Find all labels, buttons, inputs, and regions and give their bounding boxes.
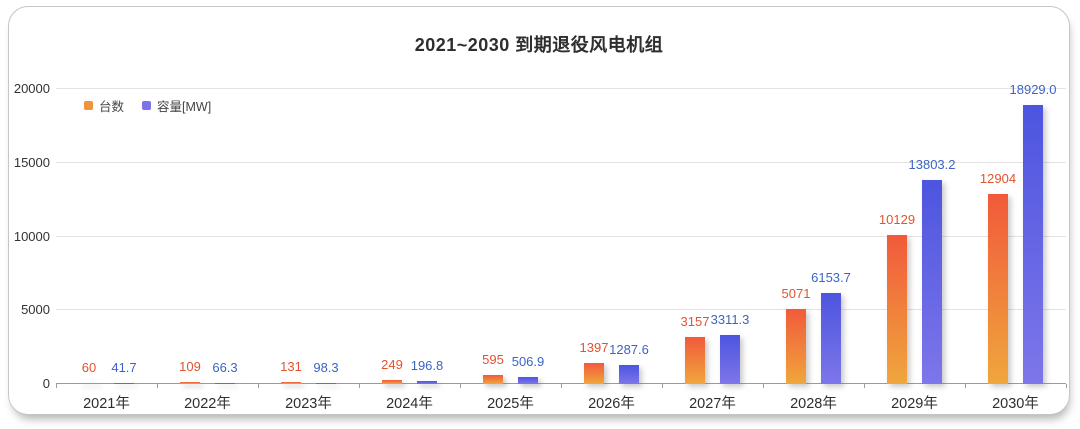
bar-units: 3157 [681,315,709,384]
bar-value-label-units: 10129 [878,211,916,227]
x-axis-label: 2030年 [992,396,1039,412]
bar-units: 5071 [782,287,810,384]
x-axis-line [56,383,1066,384]
bar-capacity: 3311.3 [711,313,749,384]
plot-area: 台数 容量[MW] 0 5000 10000 15000 20000 60 41.7 2021… [14,81,1067,412]
x-axis-label: 2029年 [891,396,938,412]
x-axis-tick [258,384,259,388]
x-axis-tick [561,384,562,388]
x-axis-tick [965,384,966,388]
bar-capacity: 13803.2 [909,158,956,384]
bar-value-label-capacity: 98.3 [313,359,339,375]
gridline [56,161,1066,163]
legend-label-capacity: 容量[MW] [157,100,212,114]
bar-capacity: 98.3 [313,360,339,384]
legend-label-units: 台数 [99,100,125,114]
bar-group-2029年: 10129 13803.2 [864,89,965,384]
gridline [56,309,1066,311]
bar-value-label-capacity: 196.8 [410,358,444,374]
x-axis-tick [157,384,158,388]
bar-value-label-units: 249 [381,357,403,373]
y-axis-tick-label: 0 [42,376,50,391]
legend-swatch-capacity-icon [142,101,152,110]
x-axis-label: 2024年 [386,396,433,412]
bar-capacity: 196.8 [411,359,443,384]
legend-item-units: 台数 [84,96,124,115]
chart-legend: 台数 容量[MW] [84,96,229,115]
bar-value-label-capacity: 18929.0 [1009,81,1057,97]
x-axis-label: 2021年 [83,396,130,412]
x-axis-tick [763,384,764,388]
bar-units: 131 [280,360,302,384]
bar-value-label-capacity: 3311.3 [710,312,750,328]
bar-value-label-capacity: 66.3 [212,360,238,375]
x-axis-label: 2023年 [285,396,332,412]
bar-value-label-capacity: 13803.2 [908,157,956,173]
bar-value-label-capacity: 41.7 [111,360,137,375]
x-axis-label: 2026年 [588,396,635,412]
bar-units: 1397 [580,341,608,384]
bar-group-2025年: 595 506.9 [460,89,561,384]
gridline [56,88,1066,89]
bar-units: 249 [381,358,403,384]
bar-group-2026年: 1397 1287.6 [561,89,662,384]
x-axis-tick [1066,384,1067,388]
chart-title: 2021~2030 到期退役风电机组 [414,35,664,55]
bar-capacity: 6153.7 [811,271,851,384]
bar-group-2027年: 3157 3311.3 [662,89,763,384]
bar-value-label-units: 1397 [579,340,609,356]
bar-value-label-units: 12904 [979,170,1017,186]
gridline [56,235,1066,237]
bar-units: 12904 [980,171,1016,384]
x-axis-label: 2027年 [689,396,736,412]
bar-group-2030年: 12904 18929.0 [965,82,1066,384]
bar-units: 109 [179,360,201,384]
x-axis-tick [864,384,865,388]
y-axis-tick-label: 20000 [13,81,50,96]
x-axis-tick [56,384,57,388]
bar-units: 595 [482,353,504,384]
bar-value-label-capacity: 6153.7 [811,270,851,286]
y-axis-tick-label: 10000 [13,228,50,244]
bar-value-label-units: 3157 [680,314,710,330]
bar-capacity: 41.7 [111,361,137,384]
bar-group-2022年: 109 66.3 [157,89,258,384]
bar-capacity: 1287.6 [609,343,649,384]
bar-value-label-capacity: 506.9 [511,353,545,369]
bar-value-label-units: 595 [482,352,504,368]
bar-value-label-units: 5071 [781,286,811,302]
x-axis-label: 2025年 [487,396,534,412]
x-axis-label: 2028年 [790,396,837,412]
bar-capacity: 18929.0 [1010,82,1057,384]
legend-item-capacity: 容量[MW] [142,96,211,115]
bar-value-label-capacity: 1287.6 [609,342,649,357]
bar-units: 60 [79,361,99,384]
x-axis-label: 2022年 [184,396,231,412]
bar-capacity: 506.9 [512,354,544,384]
y-axis-tick-label: 15000 [13,154,50,170]
bar-group-2021年: 60 41.7 [56,89,157,384]
x-axis-tick [460,384,461,388]
chart-card: 2021~2030 到期退役风电机组 台数 容量[MW] 0 5000 10000 1… [8,6,1070,415]
bar-group-2028年: 5071 6153.7 [763,89,864,384]
y-axis-tick-label: 5000 [21,302,50,318]
bar-group-2024年: 249 196.8 [359,89,460,384]
bar-units: 10129 [879,212,915,384]
bar-capacity: 66.3 [212,361,238,384]
bar-value-label-units: 131 [280,359,302,375]
bar-value-label-units: 60 [81,360,97,375]
legend-swatch-units-icon [84,101,93,110]
x-axis-tick [662,384,663,388]
x-axis-tick [359,384,360,388]
bar-value-label-units: 109 [179,359,201,375]
bar-group-2023年: 131 98.3 [258,89,359,384]
